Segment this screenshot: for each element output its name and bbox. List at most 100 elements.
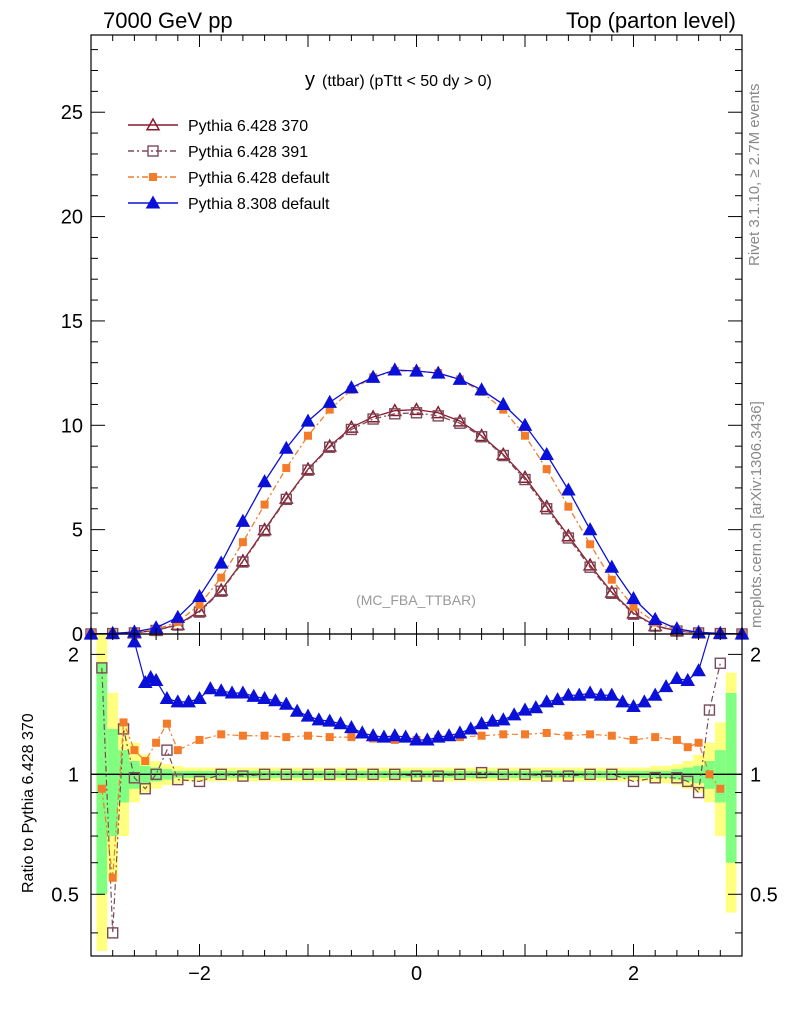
plot-title-variable: y xyxy=(305,69,315,91)
ratio-data-point xyxy=(694,738,703,747)
ratio-data-point xyxy=(365,728,381,742)
ratio-data-point xyxy=(181,694,196,708)
ratio-data-point xyxy=(108,873,117,882)
ratio-data-point xyxy=(162,719,171,728)
ratio-data-point xyxy=(311,712,327,726)
green-band xyxy=(118,750,129,803)
ratio-y-tick-label-left: 2 xyxy=(68,644,79,666)
main-data-point xyxy=(170,609,186,623)
ratio-data-point xyxy=(562,770,575,782)
main-data-point xyxy=(430,365,446,379)
ratio-data-point xyxy=(280,768,292,781)
ratio-data-point xyxy=(203,681,218,695)
ratio-data-point xyxy=(324,768,336,781)
main-data-point xyxy=(235,553,251,567)
ratio-data-point xyxy=(170,694,186,708)
main-data-point xyxy=(192,588,207,602)
ratio-data-point xyxy=(716,784,725,793)
legend-marker xyxy=(145,117,161,131)
ratio-data-point xyxy=(637,694,652,708)
ratio-data-point xyxy=(671,772,683,784)
main-data-point xyxy=(322,394,337,408)
ratio-data-point xyxy=(627,775,640,788)
ratio-data-point xyxy=(246,688,262,702)
ratio-data-point xyxy=(139,783,151,795)
ratio-data-point xyxy=(193,775,206,788)
ratio-data-point xyxy=(172,773,184,786)
ratio-data-point xyxy=(345,768,358,781)
ratio-data-point xyxy=(367,768,379,781)
main-data-point xyxy=(539,446,554,461)
ratio-data-point xyxy=(647,687,663,701)
analysis-watermark: (MC_FBA_TTBAR) xyxy=(356,592,476,608)
ratio-data-point xyxy=(387,728,403,742)
main-data-point xyxy=(607,575,616,584)
x-tick-label: 2 xyxy=(628,963,639,985)
main-data-point xyxy=(561,528,576,542)
ratio-data-point xyxy=(347,733,356,742)
ratio-data-point xyxy=(173,746,182,755)
main-data-point xyxy=(213,555,229,569)
ratio-data-point xyxy=(561,687,576,701)
main-data-point xyxy=(496,446,511,461)
main-data-point xyxy=(282,464,291,473)
main-data-point xyxy=(409,363,424,377)
ratio-data-point xyxy=(282,733,291,742)
main-data-point xyxy=(410,407,423,419)
ratio-data-point xyxy=(485,713,500,727)
main-data-point xyxy=(325,405,334,414)
ratio-data-point xyxy=(441,728,457,742)
ratio-data-point xyxy=(257,690,272,705)
main-data-point xyxy=(582,522,598,536)
ratio-data-point xyxy=(322,713,337,727)
ratio-data-point xyxy=(432,770,444,782)
legend-marker xyxy=(149,173,157,181)
ratio-data-point xyxy=(658,679,674,693)
ratio-data-point xyxy=(615,694,630,708)
ratio-data-point xyxy=(268,693,283,707)
main-series-3 xyxy=(83,362,750,640)
ratio-data-point xyxy=(119,718,128,727)
ratio-data-point xyxy=(517,702,533,716)
ratio-data-point xyxy=(127,634,142,648)
axis-ticks xyxy=(90,35,743,956)
main-y-tick-label: 0 xyxy=(72,624,83,646)
main-data-point xyxy=(302,464,314,476)
main-data-point xyxy=(279,490,294,504)
ratio-data-point xyxy=(148,672,164,687)
ratio-series-line xyxy=(101,722,721,878)
ratio-data-point xyxy=(454,768,466,781)
ratio-panel-frame xyxy=(90,633,743,957)
main-data-point xyxy=(517,417,533,431)
ratio-data-point xyxy=(541,770,553,782)
ratio-y-tick-label-right: 1 xyxy=(750,764,761,786)
green-band xyxy=(107,728,119,837)
legend-item: Pythia 8.308 default xyxy=(128,195,330,213)
ratio-series-line xyxy=(101,663,721,933)
ratio-data-point xyxy=(519,768,531,781)
ratio-data-point xyxy=(463,721,479,735)
ratio-data-point xyxy=(159,690,175,705)
main-data-point xyxy=(238,538,247,547)
main-y-tick-label: 10 xyxy=(61,415,83,437)
main-data-point xyxy=(324,441,336,453)
ratio-data-point xyxy=(430,729,446,743)
main-data-point xyxy=(280,493,292,506)
main-series-line xyxy=(90,408,743,635)
green-band xyxy=(714,750,726,803)
main-data-point xyxy=(432,410,444,422)
ratio-data-point xyxy=(649,772,661,784)
ratio-data-point xyxy=(499,730,508,739)
legend-label: Pythia 6.428 391 xyxy=(188,144,308,161)
main-data-point xyxy=(626,605,641,619)
ratio-data-point xyxy=(705,770,714,779)
main-data-point xyxy=(344,419,359,433)
ratio-data-point xyxy=(289,703,305,717)
ratio-data-point xyxy=(496,712,511,726)
main-data-point xyxy=(344,380,359,394)
main-data-point xyxy=(257,474,272,488)
main-data-point xyxy=(192,603,207,617)
ratio-data-point xyxy=(672,735,681,744)
main-data-point xyxy=(258,524,271,537)
green-band xyxy=(725,692,737,863)
